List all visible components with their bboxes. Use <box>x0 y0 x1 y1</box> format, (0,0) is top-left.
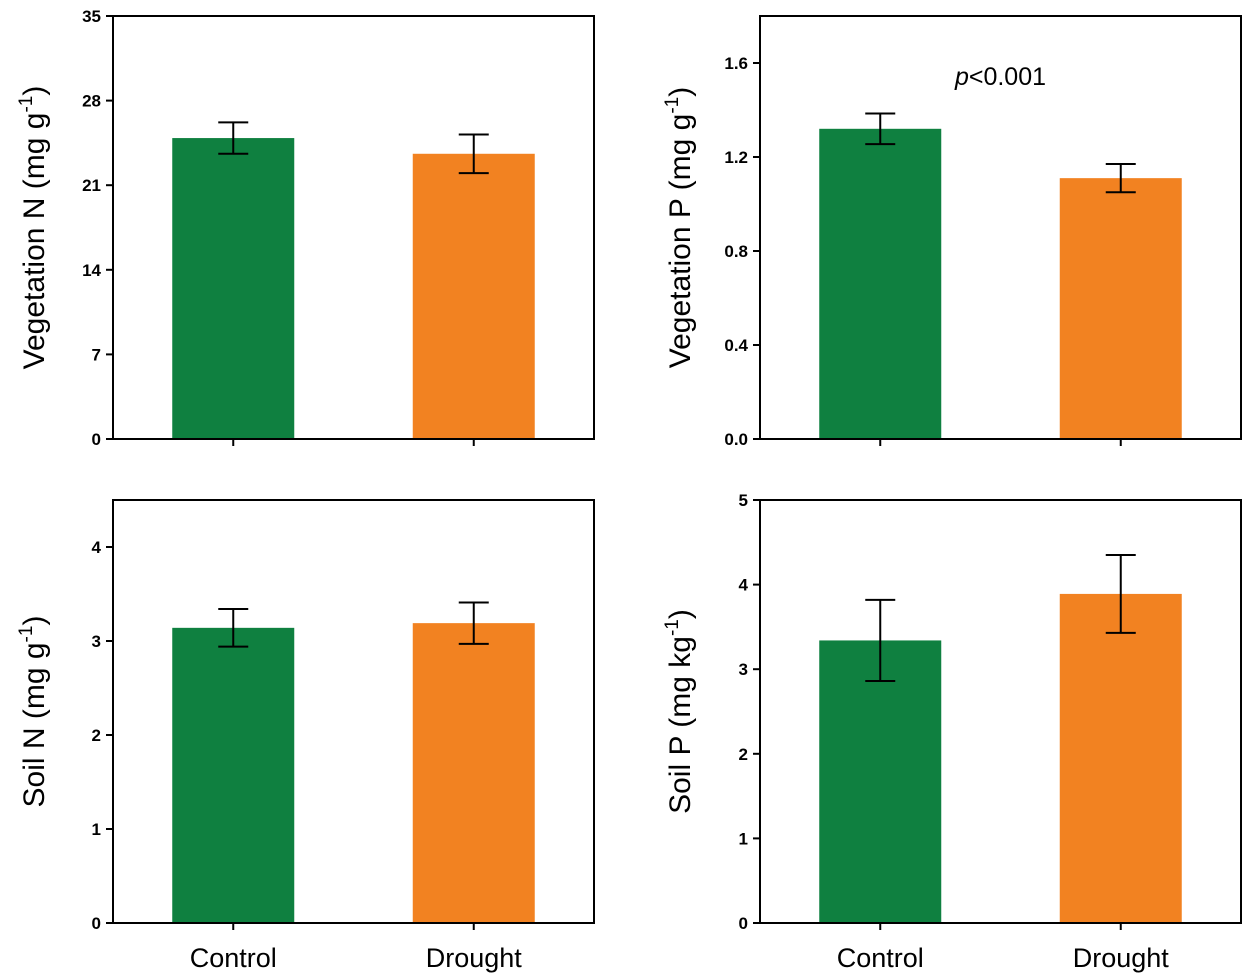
error-bar-control <box>218 608 249 648</box>
y-tick-label: 7 <box>92 345 101 364</box>
y-axis-title: Soil N (mg g-1) <box>16 616 51 808</box>
x-category-label-drought: Drought <box>1073 943 1170 973</box>
panel-bottom-right: 0 1 2 3 4 5 Control Drought Soil P (mg kg-1) <box>662 491 1242 973</box>
error-bar-drought <box>1105 553 1136 634</box>
error-bar-drought <box>1105 163 1136 194</box>
y-tick-label: 2 <box>739 745 748 764</box>
y-axis-title: Soil P (mg kg-1) <box>662 609 697 814</box>
y-tick-label: 0.8 <box>724 242 748 261</box>
y-tick-label: 14 <box>82 261 101 280</box>
y-tick-label: 28 <box>82 92 101 111</box>
y-tick-label: 5 <box>739 491 748 510</box>
x-category-label-drought: Drought <box>426 943 523 973</box>
error-bar-control <box>865 598 896 683</box>
bar-drought <box>412 623 535 923</box>
y-tick-label: 1 <box>92 820 101 839</box>
y-tick-label: 1 <box>739 829 748 848</box>
y-tick-label: 0 <box>92 430 101 449</box>
plot-frame <box>759 499 1242 924</box>
y-tick-label: 0 <box>739 914 748 933</box>
y-tick-label: 4 <box>739 576 749 595</box>
bar-control <box>819 640 942 923</box>
y-tick-label: 4 <box>92 538 102 557</box>
y-tick-label: 0.0 <box>724 430 748 449</box>
y-tick-label: 1.6 <box>724 54 748 73</box>
error-bar-control <box>218 121 249 155</box>
y-tick-label: 2 <box>92 726 101 745</box>
bar-control <box>172 138 295 439</box>
bar-control <box>172 627 295 923</box>
error-bar-drought <box>458 133 489 175</box>
y-tick-label: 3 <box>739 660 748 679</box>
panel-bottom-left: 0 1 2 3 4 Control Drought Soil N (mg g-1) <box>16 499 595 973</box>
error-bar-control <box>865 112 896 146</box>
y-tick-label: 0 <box>92 914 101 933</box>
y-tick-label: 35 <box>82 7 101 26</box>
y-tick-label: 21 <box>82 176 101 195</box>
y-tick-label: 0.4 <box>724 336 748 355</box>
bar-drought <box>412 153 535 439</box>
x-category-label-control: Control <box>190 943 277 973</box>
y-axis-title: Vegetation N (mg g-1) <box>16 86 51 370</box>
panel-top-left: 0 7 14 21 28 35 Vegetation N (mg g-1) <box>16 7 595 449</box>
plot-frame <box>112 499 595 924</box>
bar-drought <box>1059 593 1182 923</box>
panel-top-right: 0.0 0.4 0.8 1.2 1.6 Vegetation P (mg g-1) p<0.… <box>662 15 1242 449</box>
y-tick-label: 3 <box>92 632 101 651</box>
y-tick-label: 1.2 <box>724 148 748 167</box>
y-axis-title: Vegetation P (mg g-1) <box>662 87 697 369</box>
p-value-annotation: p<0.001 <box>954 63 1046 91</box>
plot-frame <box>759 15 1242 440</box>
bar-control <box>819 128 942 440</box>
error-bar-drought <box>458 601 489 645</box>
bar-drought <box>1059 178 1182 439</box>
plot-frame <box>112 15 595 440</box>
x-category-label-control: Control <box>837 943 924 973</box>
